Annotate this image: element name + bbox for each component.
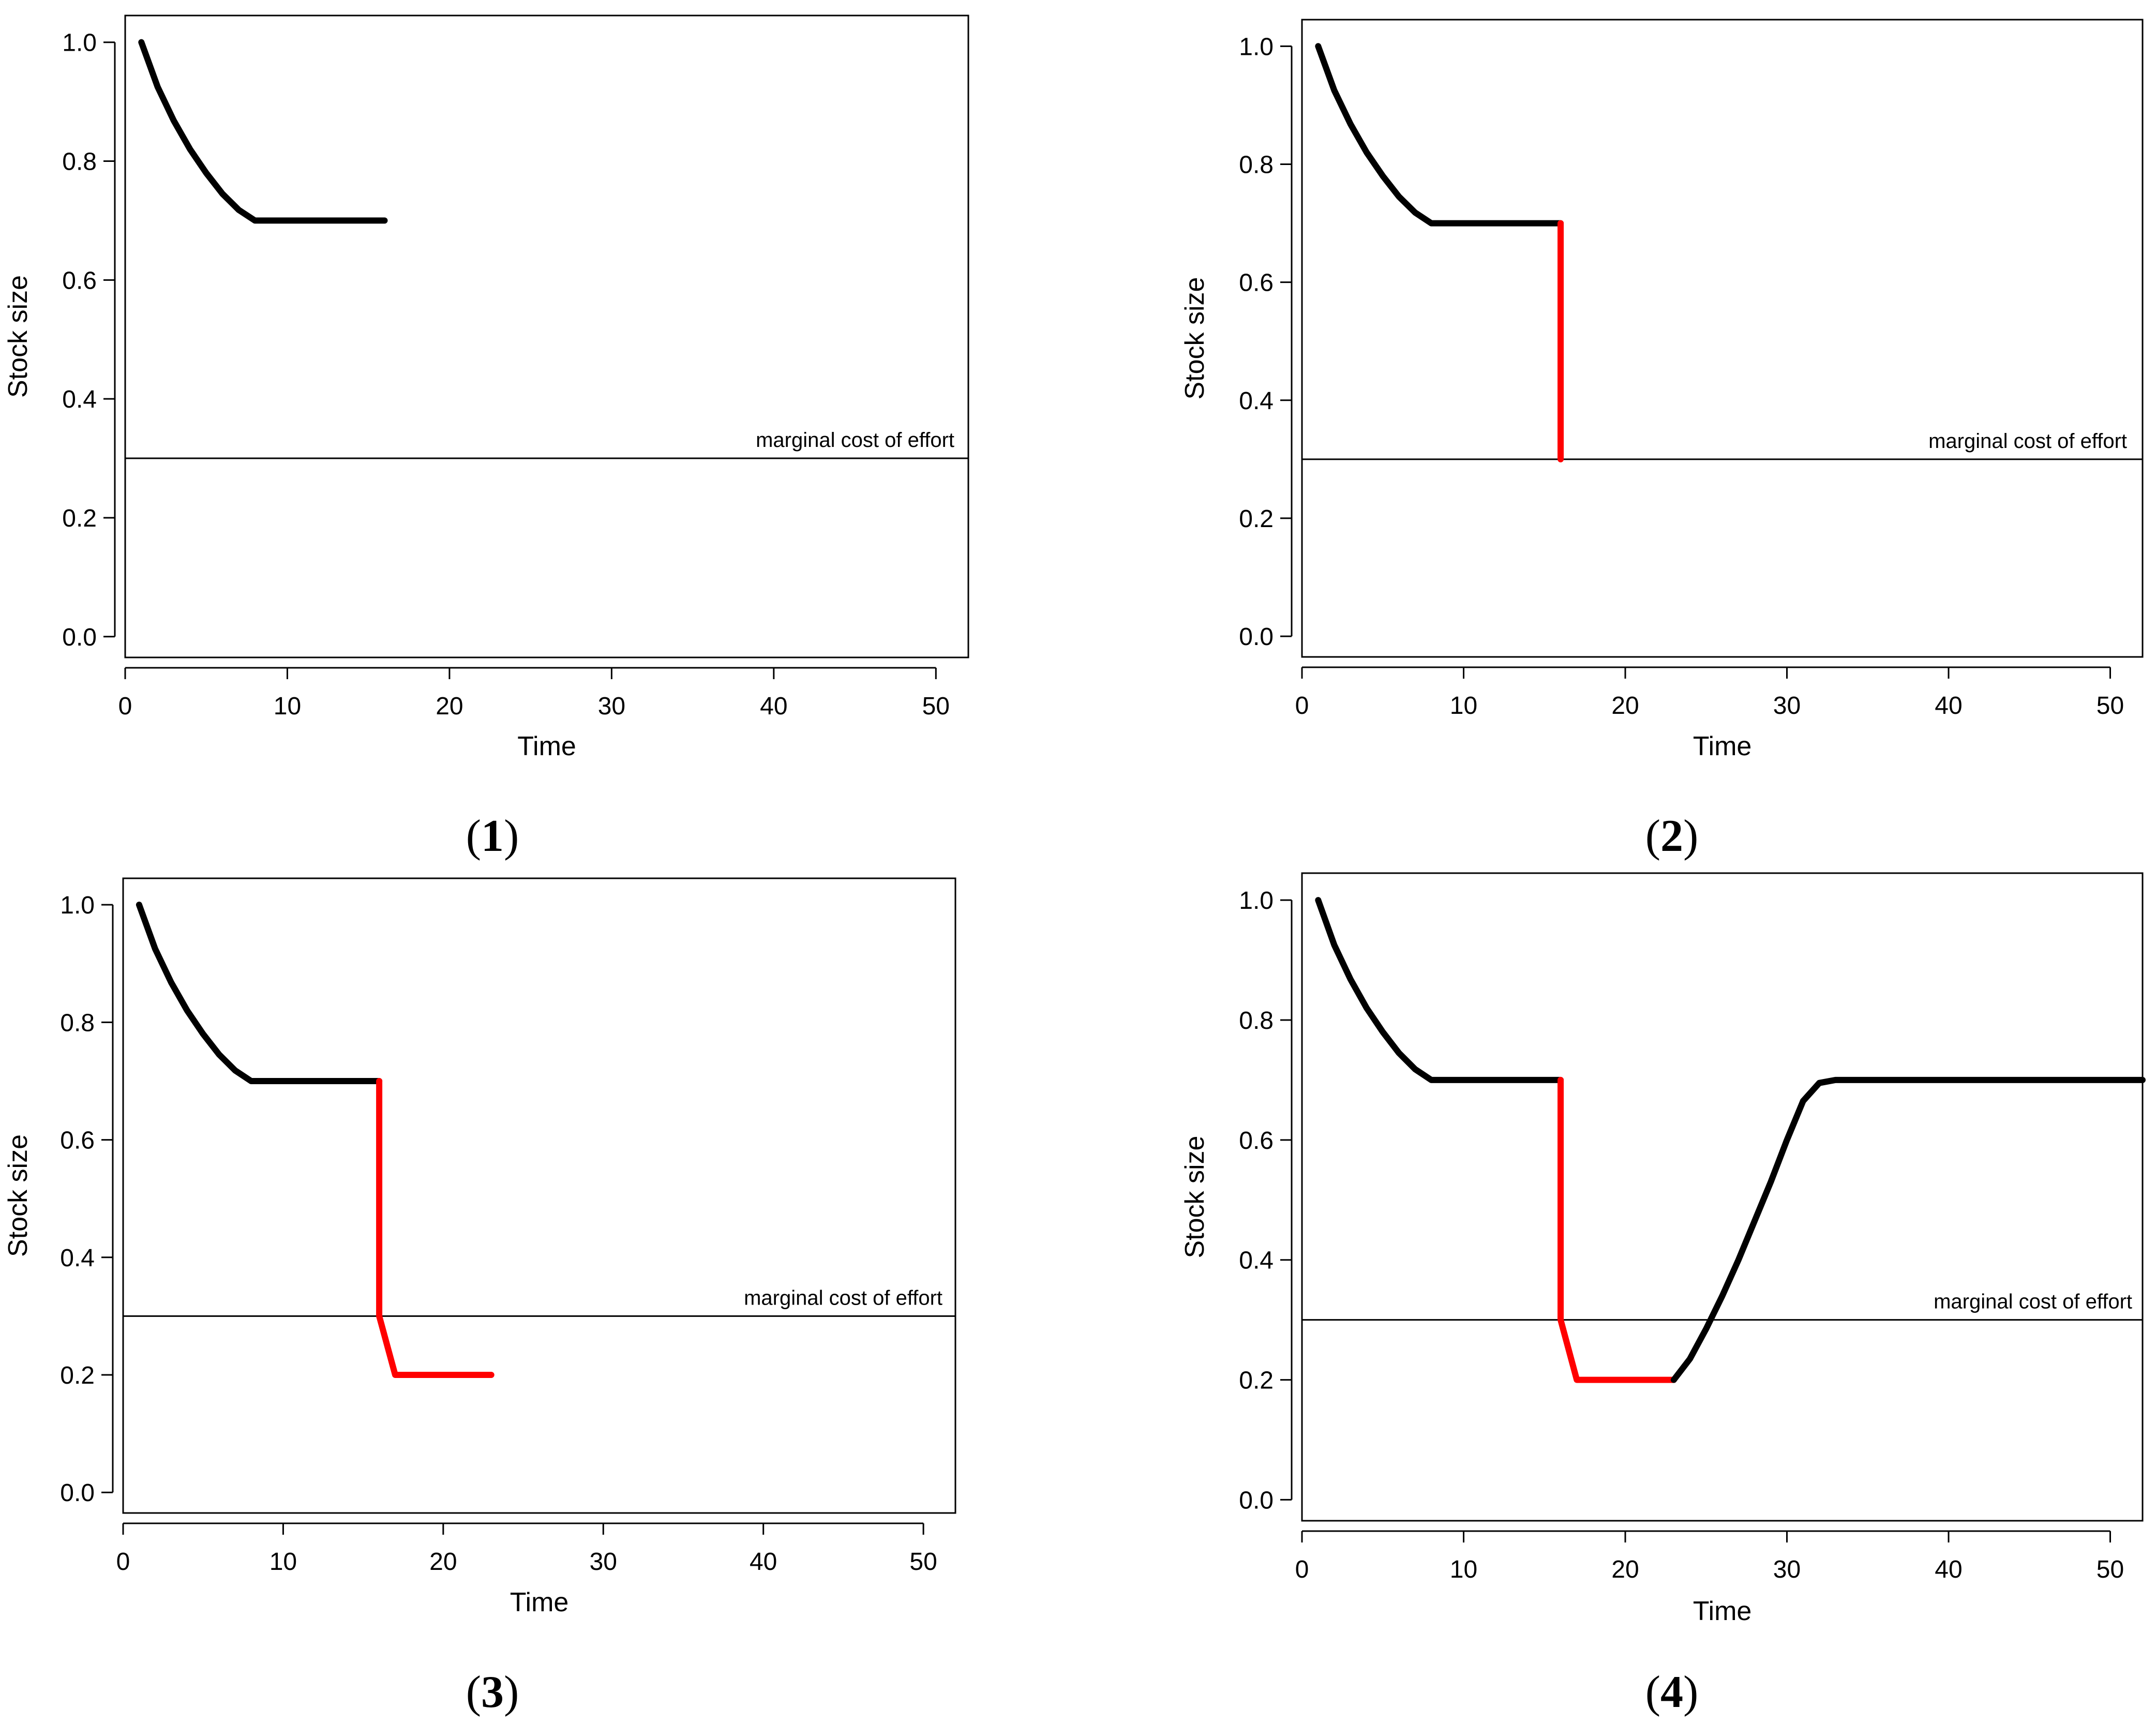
x-tick-label: 20 [1611, 692, 1639, 720]
panel-label: (3) [466, 1667, 519, 1717]
x-tick-label: 50 [922, 693, 950, 720]
x-tick-label: 0 [1295, 1556, 1309, 1583]
plot-frame [124, 14, 969, 658]
x-tick-label: 30 [590, 1548, 617, 1576]
x-tick-label: 20 [436, 693, 463, 720]
x-tick-label: 50 [2097, 692, 2124, 720]
y-tick-label: 0.8 [62, 148, 97, 176]
y-tick-label: 0.6 [60, 1127, 95, 1155]
x-tick-label: 10 [1450, 692, 1477, 720]
marginal-cost-label: marginal cost of effort [1928, 430, 2127, 453]
y-tick-label: 0.8 [1239, 1007, 1274, 1035]
chart-panel-4: 0 10 20 30 40 50 0.0 0.2 0.4 0.6 0.8 1.0 Time Stock s… [1180, 872, 2146, 1717]
y-axis-title: Stock size [3, 275, 33, 398]
x-axis-title: Time [1693, 1596, 1752, 1626]
x-axis-title: Time [510, 1587, 569, 1617]
x-axis-title: Time [1693, 731, 1752, 761]
marginal-cost-label: marginal cost of effort [1934, 1291, 2132, 1313]
y-tick-label: 0.0 [1239, 1487, 1274, 1514]
x-tick-label: 20 [1611, 1556, 1639, 1583]
series-stock [138, 39, 388, 224]
y-tick-label: 0.8 [1239, 151, 1274, 178]
x-tick-label: 30 [598, 693, 625, 720]
y-tick-label: 0.4 [1239, 387, 1274, 415]
series-stock [136, 902, 383, 1084]
y-axis-title: Stock size [1180, 277, 1210, 400]
series-recovery [1670, 1076, 2146, 1383]
chart-panel-1: 0 10 20 30 40 50 0.0 0.2 0.4 0.6 0.8 1.0 Time Stock s… [3, 14, 969, 861]
marginal-cost-label: marginal cost of effort [756, 429, 954, 452]
marginal-cost-label: marginal cost of effort [744, 1286, 942, 1309]
y-tick-label: 0.2 [1239, 505, 1274, 533]
y-tick-label: 0.2 [60, 1362, 95, 1389]
x-tick-label: 50 [2097, 1556, 2124, 1583]
y-tick-label: 0.2 [62, 505, 97, 532]
x-axis-title: Time [517, 731, 576, 761]
plot-frame [1301, 872, 2144, 1522]
y-tick-label: 0.4 [60, 1245, 95, 1272]
panel-label: (4) [1645, 1667, 1699, 1717]
x-tick-label: 40 [1935, 1556, 1962, 1583]
y-tick-label: 1.0 [62, 29, 97, 57]
x-tick-label: 30 [1773, 692, 1801, 720]
y-tick-label: 0.4 [62, 386, 97, 413]
chart-panel-2: 0 10 20 30 40 50 0.0 0.2 0.4 0.6 0.8 1.0 Time Stock s… [1180, 19, 2144, 861]
x-tick-label: 10 [1450, 1556, 1477, 1583]
x-tick-label: 0 [118, 693, 132, 720]
x-tick-label: 50 [909, 1548, 937, 1576]
x-tick-label: 20 [429, 1548, 457, 1576]
y-tick-label: 0.0 [1239, 623, 1274, 651]
y-tick-label: 0.6 [62, 267, 97, 294]
x-tick-label: 40 [760, 693, 787, 720]
x-tick-label: 40 [1935, 692, 1962, 720]
series-collapse [1558, 1076, 1677, 1383]
plot-frame [122, 877, 956, 1514]
plot-frame [1301, 19, 2144, 658]
x-tick-label: 40 [750, 1548, 777, 1576]
y-tick-label: 0.0 [60, 1479, 95, 1507]
x-tick-label: 10 [274, 693, 301, 720]
y-tick-label: 0.6 [1239, 1127, 1274, 1155]
y-tick-label: 1.0 [1239, 887, 1274, 915]
y-axis-title: Stock size [3, 1134, 33, 1257]
y-tick-label: 0.6 [1239, 269, 1274, 297]
y-tick-label: 0.0 [62, 624, 97, 651]
y-tick-label: 1.0 [1239, 33, 1274, 61]
y-tick-label: 0.8 [60, 1009, 95, 1037]
x-tick-label: 0 [1295, 692, 1309, 720]
x-tick-label: 0 [116, 1548, 130, 1576]
series-collapse [376, 1078, 495, 1378]
series-stock [1315, 43, 1564, 227]
series-stock [1315, 897, 1564, 1083]
y-tick-label: 0.2 [1239, 1367, 1274, 1395]
y-tick-label: 0.4 [1239, 1247, 1274, 1275]
panel-label: (1) [466, 811, 519, 861]
panel-label: (2) [1645, 811, 1699, 861]
chart-panel-3: 0 10 20 30 40 50 0.0 0.2 0.4 0.6 0.8 1.0 Time Stock s… [3, 877, 956, 1717]
x-tick-label: 10 [270, 1548, 297, 1576]
x-tick-label: 30 [1773, 1556, 1801, 1583]
y-tick-label: 1.0 [60, 892, 95, 919]
y-axis-title: Stock size [1180, 1136, 1210, 1258]
